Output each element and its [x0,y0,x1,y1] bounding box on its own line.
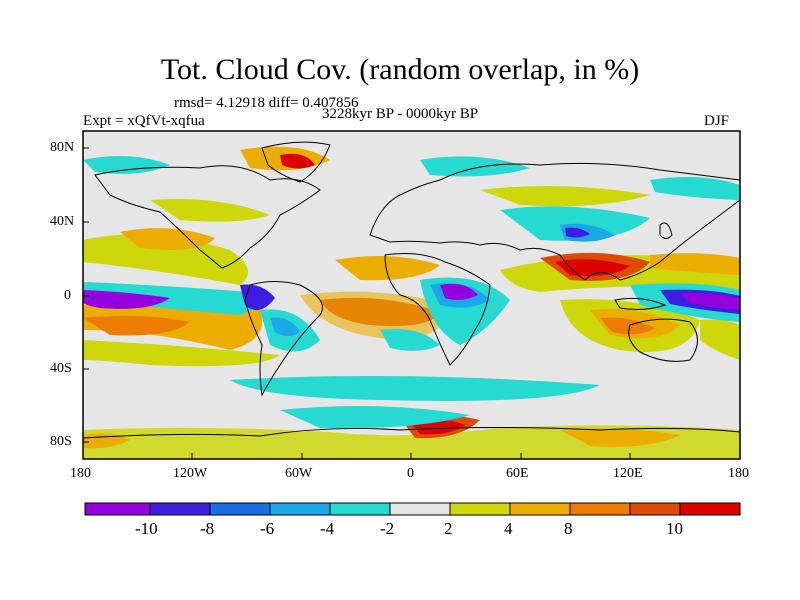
anomaly-patch [380,329,440,351]
anomaly-patch [83,282,258,315]
lon-label: 180 [728,466,749,481]
colorbar-swatch [509,502,571,516]
anomaly-patch [270,317,300,336]
tick-marks [82,147,741,459]
colorbar-swatch [84,502,151,516]
colorbar-swatch [209,502,271,516]
coastline-greenland [261,141,331,183]
coastline-north-america [94,165,321,269]
colorbar-label: -2 [380,519,395,538]
anomaly-patch [83,290,170,309]
season-label: DJF [704,113,730,129]
anomaly-patch [83,234,248,285]
lat-label: 80N [50,140,75,155]
coastline-africa [384,253,491,366]
colorbar-label: 2 [444,519,453,538]
anomaly-patch [560,428,680,447]
anomaly-patch [280,153,315,169]
anomaly-patch [480,186,650,207]
anomaly-patch [120,228,215,251]
colorbar-swatch [149,502,211,516]
lon-label: 60E [506,466,529,481]
colorbar-swatch [629,502,681,516]
anomaly-patch [230,376,600,401]
lon-label: 0 [407,466,414,481]
experiment-label: Expt = xQfVt-xqfua [83,113,205,129]
anomaly-patch [600,317,655,335]
lat-label: 40N [50,214,75,229]
anomaly-patch [83,156,170,174]
stats-line: rmsd= 4.12918 diff= 0.407856 [174,95,359,111]
anomaly-patch [83,340,280,367]
colorbar-label: -8 [200,519,215,538]
anomaly-patch [500,206,650,241]
anomaly-patch [83,315,190,336]
coastline-australia [628,318,698,362]
colorbar-swatch [329,502,391,516]
colorbar-label: -4 [320,519,335,538]
plot-title: Tot. Cloud Cov. (random overlap, in %) [160,53,640,86]
colorbar-label: 8 [564,519,573,538]
anomaly-patch [240,284,275,311]
anomaly-patch [150,199,270,222]
anomaly-patch [565,227,590,238]
lat-label: 0 [64,288,71,303]
lat-label: 40S [50,361,72,376]
anomaly-patch [680,292,740,310]
lon-label: 120E [613,466,643,481]
colorbar [84,502,741,516]
anomaly-patch [650,253,740,275]
anomaly-patch [280,406,470,429]
coastline-south-america [244,281,323,397]
anomaly-patch [420,156,530,177]
colorbar-swatch [679,502,741,516]
anomaly-patch [300,291,450,340]
anomaly-patch [700,319,740,360]
lat-label: 80S [50,434,72,449]
colorbar-swatch [449,502,511,516]
coastline-indonesia [614,297,667,310]
coastline-eurasia [369,162,740,281]
anomaly-patch [335,256,440,281]
lon-label: 180 [70,466,91,481]
colorbar-swatch [569,502,631,516]
colorbar-swatch [389,502,451,516]
colorbar-swatch [269,502,331,516]
colorbar-label: -10 [135,519,158,538]
coastlines [83,141,740,439]
period-label: 3228kyr BP - 0000kyr BP [322,106,479,122]
colorbar-label: 4 [504,519,513,538]
anomaly-patch [440,283,478,300]
lon-label: 120W [173,466,208,481]
colorbar-label: 10 [666,519,683,538]
coastline-antarctica [83,427,740,439]
anomaly-patch [650,176,740,200]
coastline-japan [659,222,673,239]
colorbar-label: -6 [260,519,275,538]
lon-label: 60W [285,466,313,481]
